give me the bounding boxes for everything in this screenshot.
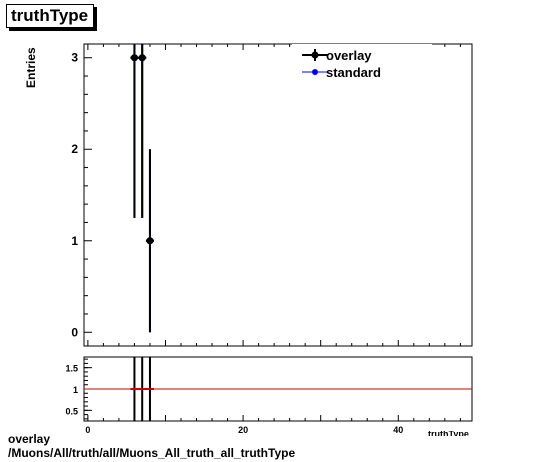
- ratio-y-tick-label: 1.5: [65, 364, 78, 374]
- ratio-x-tick-label: 40: [393, 425, 403, 435]
- ratio-y-tick-label: 0.5: [65, 406, 78, 416]
- footer-histogram-path: /Muons/All/truth/all/Muons_All_truth_all…: [8, 446, 296, 460]
- x-axis-label-text: truthType: [428, 431, 469, 436]
- main-plot: 0 1 2 3: [71, 43, 473, 347]
- y-axis-label: Entries: [24, 47, 38, 88]
- overlay-point: [146, 237, 154, 245]
- x-axis-label: truthType: [428, 431, 474, 436]
- main-y-tick-label: 3: [71, 51, 78, 65]
- main-y-tick-label: 2: [71, 142, 78, 156]
- overlay-point: [130, 54, 138, 62]
- overlay-point: [138, 54, 146, 62]
- legend: overlay standard: [292, 44, 432, 84]
- main-y-tick-label: 0: [71, 325, 78, 339]
- ratio-y-tick-label: 1: [73, 385, 78, 395]
- ratio-x-tick-label: 20: [238, 425, 248, 435]
- legend-overlay-label: overlay: [326, 48, 372, 63]
- ratio-x-tick-label: 0: [85, 425, 90, 435]
- ratio-plot: 0 20 40 0.5 1 1.5: [65, 356, 473, 435]
- main-frame: [83, 43, 473, 347]
- main-y-tick-label: 1: [71, 234, 78, 248]
- chart-title: truthType: [6, 4, 95, 28]
- legend-standard-marker: [312, 69, 318, 75]
- legend-standard-label: standard: [326, 65, 381, 80]
- footer-run-label: overlay: [8, 432, 51, 446]
- legend-overlay-marker: [311, 51, 319, 59]
